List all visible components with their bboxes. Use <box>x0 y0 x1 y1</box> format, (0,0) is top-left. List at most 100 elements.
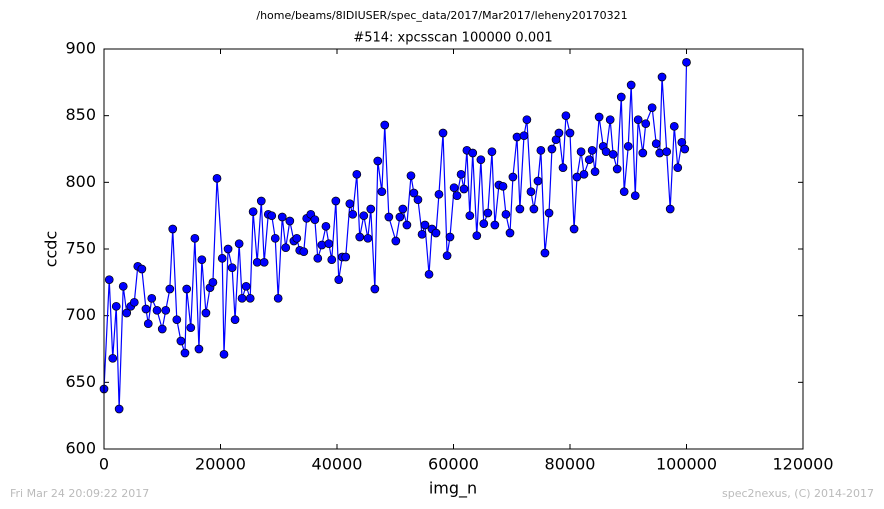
plot-frame <box>103 48 804 450</box>
data-point <box>122 308 132 318</box>
y-tick-label: 700 <box>65 305 96 324</box>
data-point <box>197 255 207 265</box>
data-point <box>373 156 383 166</box>
data-point <box>292 233 302 243</box>
data-point <box>201 308 211 318</box>
data-point <box>431 228 441 238</box>
data-point <box>515 204 525 214</box>
data-point <box>536 145 546 155</box>
data-point <box>180 348 190 358</box>
data-point <box>442 251 452 261</box>
data-point <box>561 111 571 121</box>
data-point <box>465 211 475 221</box>
data-point <box>273 293 283 303</box>
data-point <box>299 247 309 257</box>
data-point <box>512 132 522 142</box>
data-point <box>449 183 459 193</box>
data-point <box>452 191 462 201</box>
data-point <box>590 167 600 177</box>
data-point <box>370 284 380 294</box>
data-point <box>137 264 147 274</box>
data-point <box>285 216 295 226</box>
data-point <box>587 145 597 155</box>
data-point <box>413 195 423 205</box>
data-point <box>377 187 387 197</box>
data-point <box>217 253 227 263</box>
data-point <box>522 115 532 125</box>
data-point <box>540 248 550 258</box>
data-point <box>331 196 341 206</box>
footer-right: spec2nexus, (C) 2014-2017 <box>722 487 874 500</box>
data-point <box>641 119 651 129</box>
data-point <box>487 147 497 157</box>
data-point <box>147 293 157 303</box>
data-point <box>472 231 482 241</box>
data-point <box>633 115 643 125</box>
data-point <box>327 255 337 265</box>
data-point <box>111 301 121 311</box>
data-point <box>605 115 615 125</box>
data-point <box>194 344 204 354</box>
data-point <box>669 121 679 131</box>
data-point <box>277 212 287 222</box>
y-tick-label: 600 <box>65 439 96 458</box>
data-point <box>380 120 390 130</box>
data-point <box>355 232 365 242</box>
data-point <box>657 72 667 82</box>
data-point <box>682 57 691 67</box>
data-point <box>237 293 247 303</box>
y-tick-label: 900 <box>65 39 96 58</box>
data-point <box>662 147 672 157</box>
data-point <box>267 211 277 221</box>
data-point <box>259 257 269 267</box>
data-point <box>168 224 178 234</box>
data-point <box>505 228 515 238</box>
data-point <box>104 275 114 285</box>
data-point <box>508 172 518 182</box>
data-point <box>490 220 500 230</box>
data-point <box>569 224 579 234</box>
data-point <box>479 219 489 229</box>
data-point <box>554 128 564 138</box>
data-point <box>558 163 568 173</box>
data-point <box>459 184 469 194</box>
y-tick-label: 650 <box>65 372 96 391</box>
data-point <box>313 253 323 263</box>
data-point <box>256 196 266 206</box>
data-point <box>345 199 355 209</box>
data-point <box>234 239 244 249</box>
x-axis-label: img_n <box>429 479 477 499</box>
data-point <box>665 204 675 214</box>
data-point <box>616 92 626 102</box>
data-point <box>366 204 376 214</box>
data-point <box>129 297 139 307</box>
data-point <box>445 232 455 242</box>
data-point <box>529 204 539 214</box>
data-point <box>533 176 543 186</box>
data-point <box>438 128 448 138</box>
data-point <box>630 191 640 201</box>
x-tick-label: 60000 <box>428 455 479 474</box>
data-point <box>406 171 416 181</box>
data-point <box>245 293 255 303</box>
data-point <box>417 229 427 239</box>
data-point <box>208 277 218 287</box>
data-point <box>476 155 486 165</box>
data-point <box>241 281 251 291</box>
data-point <box>391 236 401 246</box>
data-point <box>655 148 665 158</box>
data-point <box>565 128 575 138</box>
data-point <box>623 141 633 151</box>
x-tick-label: 80000 <box>545 455 596 474</box>
data-point <box>143 319 153 329</box>
data-point <box>186 323 196 333</box>
data-point <box>172 315 182 325</box>
data-point <box>341 252 351 262</box>
data-point <box>363 233 373 243</box>
data-point <box>384 212 394 222</box>
data-point <box>176 336 186 346</box>
data-point <box>680 144 690 154</box>
data-point <box>424 269 434 279</box>
